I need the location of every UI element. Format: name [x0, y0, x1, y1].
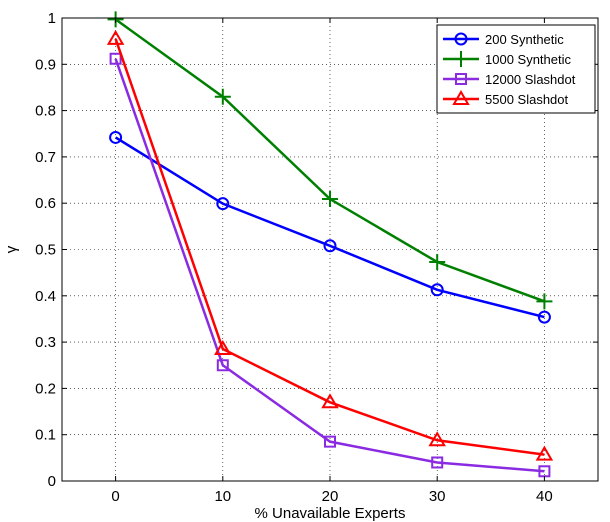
series-12000-slashdot [109, 52, 551, 478]
series-line [114, 136, 545, 319]
y-axis-label: γ [3, 245, 20, 253]
x-tick-label: 10 [214, 488, 231, 505]
data-point [536, 293, 553, 310]
series-1000-synthetic [107, 11, 553, 310]
y-tick-label: 0.3 [35, 334, 56, 351]
axis-ticks: 00.10.20.30.40.50.60.70.80.910 10 20 30 40 [35, 10, 598, 505]
data-point [214, 340, 232, 356]
y-tick-label: 0.7 [35, 149, 56, 166]
data-point [431, 456, 444, 469]
series-line [114, 58, 545, 473]
data-point [216, 359, 229, 372]
data-point [322, 191, 338, 208]
data-point [428, 431, 446, 447]
data-point [109, 130, 123, 144]
data-point [537, 310, 551, 324]
data-point [324, 435, 336, 448]
data-point [535, 445, 554, 461]
legend-marker [455, 73, 467, 85]
y-tick-label: 0.8 [35, 103, 56, 120]
x-tick-label: 30 [429, 488, 446, 505]
data-point [321, 393, 339, 409]
legend-label: 12000 Slashdot [485, 72, 576, 87]
legend-entry: 5500 Slashdot [443, 90, 569, 107]
data-point [429, 254, 446, 271]
y-tick-label: 0.2 [35, 380, 56, 397]
data-point [109, 52, 122, 65]
legend-label: 200 Synthetic [485, 32, 564, 47]
y-tick-label: 0.4 [35, 288, 56, 305]
x-tick-label: 20 [322, 488, 339, 505]
y-tick-label: 0.6 [35, 195, 56, 212]
legend-marker [454, 32, 468, 46]
legend-entry: 1000 Synthetic [443, 51, 572, 67]
y-tick-label: 0.9 [35, 56, 56, 73]
legend-entry: 12000 Slashdot [443, 72, 576, 87]
series-group [106, 11, 554, 478]
series-5500-slashdot [106, 29, 554, 461]
y-tick-label: 0.1 [35, 427, 56, 444]
legend-label: 5500 Slashdot [485, 92, 569, 107]
legend-marker [452, 90, 470, 105]
series-line [114, 38, 545, 456]
data-point [216, 197, 230, 211]
series-200-synthetic [109, 130, 551, 324]
data-point [106, 29, 125, 45]
x-tick-label: 0 [111, 488, 119, 505]
x-tick-label: 40 [536, 488, 553, 505]
y-tick-label: 0 [48, 473, 56, 490]
y-tick-label: 0.5 [35, 242, 56, 259]
data-point [430, 283, 444, 297]
legend-marker [453, 51, 469, 67]
data-point [214, 88, 231, 105]
data-point [323, 239, 337, 253]
x-axis-label: % Unavailable Experts [255, 505, 406, 522]
legend-label: 1000 Synthetic [485, 52, 572, 67]
legend-entry: 200 Synthetic [443, 32, 564, 47]
legend: 200 Synthetic 1000 Synthetic 12000 Slashdo… [436, 24, 596, 114]
y-tick-label: 1 [48, 10, 56, 27]
